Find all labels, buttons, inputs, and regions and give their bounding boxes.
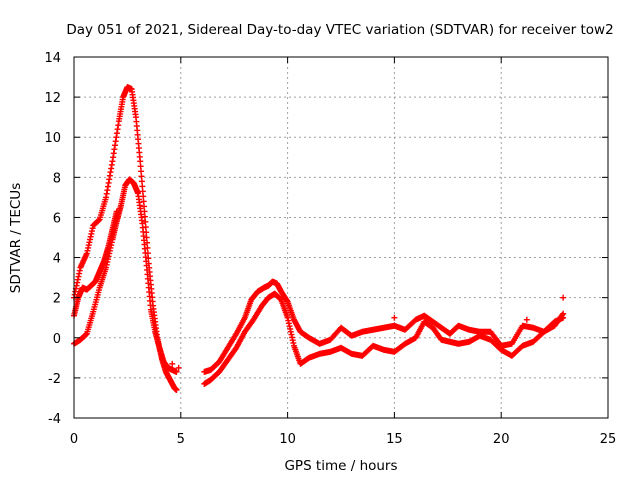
data-point <box>139 188 146 195</box>
data-point <box>560 294 567 301</box>
y-tick-label: 2 <box>53 292 61 307</box>
data-point <box>139 183 146 190</box>
y-tick-label: 0 <box>53 332 61 347</box>
x-tick-label: 10 <box>279 432 296 447</box>
y-tick-label: 12 <box>44 91 61 106</box>
data-point <box>137 158 144 165</box>
data-point <box>523 316 530 323</box>
data-point <box>137 163 144 170</box>
data-point <box>141 213 148 220</box>
data-point <box>560 314 567 321</box>
data-point <box>138 178 145 185</box>
data-point <box>138 168 145 175</box>
data-points <box>71 84 567 393</box>
data-point <box>169 360 176 367</box>
data-point <box>138 173 145 180</box>
y-tick-label: 8 <box>53 171 61 186</box>
x-tick-label: 5 <box>177 432 185 447</box>
x-tick-label: 0 <box>70 432 78 447</box>
data-point <box>391 314 398 321</box>
x-axis-label: GPS time / hours <box>284 458 397 474</box>
y-tick-label: -2 <box>48 372 61 387</box>
x-tick-label: 15 <box>386 432 403 447</box>
x-axis-ticks: 0 5 10 15 20 25 <box>70 57 616 447</box>
y-axis-label: SDTVAR / TECUs <box>8 183 24 293</box>
y-tick-label: -4 <box>48 412 61 427</box>
data-point <box>113 208 120 215</box>
y-tick-label: 4 <box>53 252 61 267</box>
data-point <box>141 203 148 210</box>
y-axis-ticks: -4 -2 0 2 4 6 8 10 12 14 <box>44 51 608 427</box>
x-tick-label: 25 <box>600 432 617 447</box>
data-point <box>140 198 147 205</box>
data-point <box>175 364 182 371</box>
plot-frame <box>73 56 609 419</box>
data-point <box>173 386 180 393</box>
x-tick-label: 20 <box>493 432 510 447</box>
chart-title: Day 051 of 2021, Sidereal Day-to-day VTE… <box>66 22 613 38</box>
y-tick-label: 10 <box>44 131 61 146</box>
data-point <box>173 368 180 375</box>
grid-lines <box>74 57 608 418</box>
y-tick-label: 6 <box>53 211 61 226</box>
y-tick-label: 14 <box>44 51 61 66</box>
